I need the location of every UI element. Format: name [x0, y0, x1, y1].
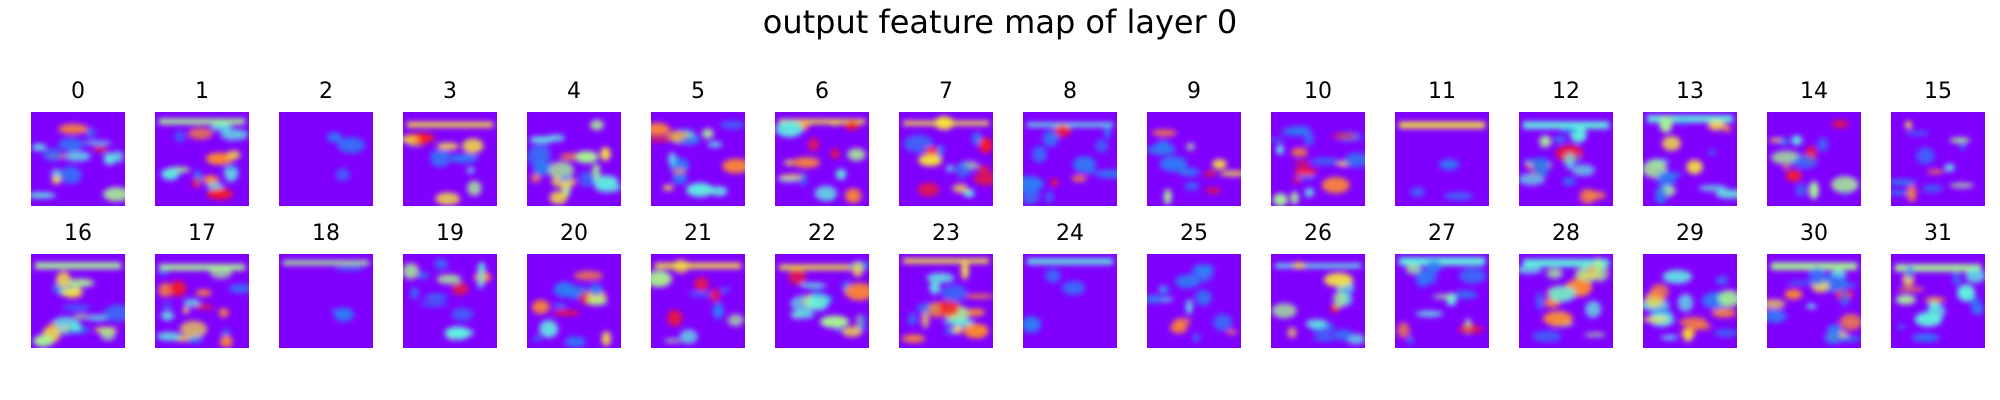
feature-map-label: 17 [188, 221, 216, 246]
feature-map-image [155, 254, 249, 348]
feature-map-cell: 8 [1023, 78, 1117, 206]
feature-map-cell: 27 [1395, 220, 1489, 348]
feature-map-label: 23 [932, 221, 960, 246]
feature-map-cell: 23 [899, 220, 993, 348]
feature-map-image [527, 112, 621, 206]
feature-map-label: 24 [1056, 221, 1084, 246]
feature-map-cell: 2 [279, 78, 373, 206]
feature-map-image [775, 112, 869, 206]
feature-map-label: 8 [1063, 79, 1077, 104]
feature-map-image [1023, 112, 1117, 206]
feature-map-image [31, 254, 125, 348]
feature-map-cell: 1 [155, 78, 249, 206]
feature-map-cell: 25 [1147, 220, 1241, 348]
feature-map-cell: 21 [651, 220, 745, 348]
feature-map-cell: 16 [31, 220, 125, 348]
feature-map-image [1891, 112, 1985, 206]
feature-map-label: 11 [1428, 79, 1456, 104]
feature-map-label: 9 [1187, 79, 1201, 104]
feature-map-cell: 26 [1271, 220, 1365, 348]
feature-map-image [1767, 254, 1861, 348]
feature-map-cell: 15 [1891, 78, 1985, 206]
feature-map-label: 27 [1428, 221, 1456, 246]
feature-map-label: 5 [691, 79, 705, 104]
feature-map-cell: 19 [403, 220, 497, 348]
feature-map-label: 30 [1800, 221, 1828, 246]
feature-map-label: 7 [939, 79, 953, 104]
feature-map-label: 10 [1304, 79, 1332, 104]
feature-map-image [31, 112, 125, 206]
feature-map-image [1519, 112, 1613, 206]
feature-map-cell: 14 [1767, 78, 1861, 206]
feature-map-image [527, 254, 621, 348]
figure-title: output feature map of layer 0 [762, 3, 1238, 41]
feature-map-image [1395, 254, 1489, 348]
feature-map-cell: 22 [775, 220, 869, 348]
feature-map-image [155, 112, 249, 206]
feature-map-image [1643, 112, 1737, 206]
feature-map-image [1643, 254, 1737, 348]
feature-map-image [899, 254, 993, 348]
feature-map-label: 4 [567, 79, 581, 104]
feature-map-label: 21 [684, 221, 712, 246]
feature-map-label: 19 [436, 221, 464, 246]
feature-map-image [279, 254, 373, 348]
feature-map-label: 20 [560, 221, 588, 246]
feature-map-label: 2 [319, 79, 333, 104]
feature-map-label: 14 [1800, 79, 1828, 104]
feature-map-image [1147, 254, 1241, 348]
feature-map-image [1271, 254, 1365, 348]
feature-map-image [279, 112, 373, 206]
feature-map-cell: 29 [1643, 220, 1737, 348]
feature-map-cell: 31 [1891, 220, 1985, 348]
feature-map-image [403, 254, 497, 348]
feature-map-image [899, 112, 993, 206]
feature-map-image [1271, 112, 1365, 206]
feature-map-label: 26 [1304, 221, 1332, 246]
feature-map-label: 0 [71, 79, 85, 104]
feature-map-cell: 5 [651, 78, 745, 206]
feature-map-cell: 9 [1147, 78, 1241, 206]
feature-map-label: 31 [1924, 221, 1952, 246]
feature-map-cell: 20 [527, 220, 621, 348]
feature-map-label: 29 [1676, 221, 1704, 246]
feature-map-cell: 18 [279, 220, 373, 348]
feature-map-cell: 0 [31, 78, 125, 206]
feature-map-cell: 6 [775, 78, 869, 206]
feature-map-cell: 28 [1519, 220, 1613, 348]
feature-map-label: 18 [312, 221, 340, 246]
feature-map-image [775, 254, 869, 348]
feature-map-image [403, 112, 497, 206]
feature-map-cell: 24 [1023, 220, 1117, 348]
feature-map-image [1147, 112, 1241, 206]
feature-map-cell: 7 [899, 78, 993, 206]
feature-map-cell: 4 [527, 78, 621, 206]
feature-map-cell: 10 [1271, 78, 1365, 206]
feature-map-cell: 3 [403, 78, 497, 206]
feature-map-image [1023, 254, 1117, 348]
feature-map-cell: 17 [155, 220, 249, 348]
feature-map-cell: 12 [1519, 78, 1613, 206]
feature-map-label: 22 [808, 221, 836, 246]
feature-map-label: 6 [815, 79, 829, 104]
feature-map-image [1519, 254, 1613, 348]
feature-map-label: 1 [195, 79, 209, 104]
feature-map-image [651, 112, 745, 206]
feature-map-cell: 13 [1643, 78, 1737, 206]
feature-map-image [651, 254, 745, 348]
feature-map-label: 25 [1180, 221, 1208, 246]
feature-map-label: 3 [443, 79, 457, 104]
feature-map-label: 28 [1552, 221, 1580, 246]
feature-map-cell: 11 [1395, 78, 1489, 206]
feature-map-label: 13 [1676, 79, 1704, 104]
feature-map-label: 16 [64, 221, 92, 246]
feature-map-image [1395, 112, 1489, 206]
feature-map-image [1767, 112, 1861, 206]
feature-map-image [1891, 254, 1985, 348]
feature-map-label: 15 [1924, 79, 1952, 104]
feature-map-cell: 30 [1767, 220, 1861, 348]
feature-map-label: 12 [1552, 79, 1580, 104]
